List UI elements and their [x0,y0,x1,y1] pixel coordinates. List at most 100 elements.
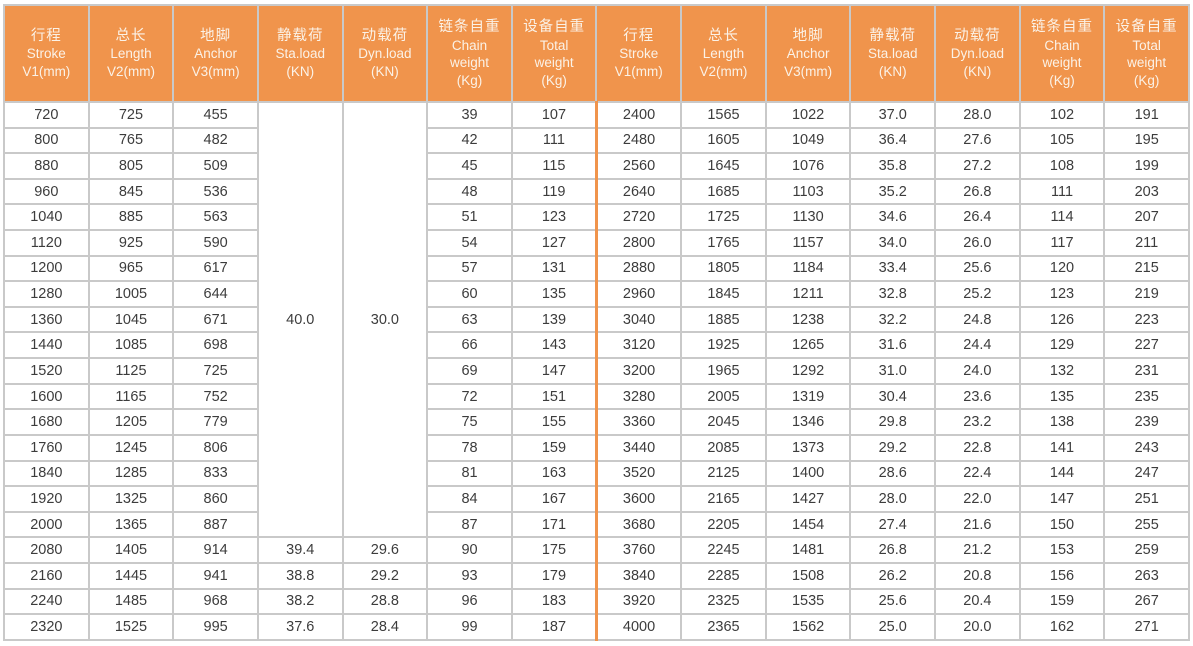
cell: 1440 [3,331,90,360]
table-row: 1360 1045 671 63 139 3040 1885 1238 32.2 24.8 126 2… [3,305,1190,334]
cell: 32.8 [849,280,937,308]
header-line: (KN) [878,63,907,79]
table-row: 2160 1445 941 38.8 29.2 93 179 3840 2285 1508 26.2… [3,561,1190,590]
cell: 93 [426,561,513,590]
cell: 3600 [594,485,683,513]
cell: 117 [1018,229,1106,257]
cell: 1184 [764,254,852,283]
cell: 34.6 [849,203,937,232]
cell: 2125 [680,459,767,488]
cell: 25.6 [849,587,937,616]
header-line: 动载荷 [954,27,1001,44]
cell: 26.2 [849,561,937,590]
col-header-chain-weight-left: 链条自重 Chain weight (Kg) [426,4,513,103]
cell: 2285 [680,561,767,590]
cell: 35.2 [849,177,937,206]
cell: 536 [172,177,259,206]
cell: 1049 [764,126,852,155]
cell: 39 [426,101,513,129]
cell: 2000 [3,510,90,539]
cell: 144 [1018,459,1106,488]
header-line: Dyn.load [358,46,412,62]
cell: 1245 [87,433,175,462]
cell: 26.8 [849,536,937,564]
cell: 135 [1018,382,1106,411]
cell: 1238 [764,305,852,334]
header-line: 设备自重 [1115,18,1178,35]
header-line: Length [110,46,152,62]
cell: 243 [1103,433,1190,462]
header-line: 地脚 [792,27,824,44]
cell: 1525 [87,613,175,641]
cell: 1157 [764,229,852,257]
cell: 111 [1018,177,1106,206]
cell: 29.2 [849,433,937,462]
cell: 455 [172,101,259,129]
cell: 3200 [594,357,683,385]
cell: 139 [510,305,598,334]
cell: 223 [1103,305,1190,334]
cell: 1022 [764,101,852,129]
col-header-total-weight-left: 设备自重 Total weight (Kg) [510,4,598,103]
specification-table: 行程 Stroke V1(mm) 总长 Length V2(mm) 地脚 Anchor V3(m… [3,4,1190,641]
cell: 20.8 [934,561,1021,590]
merged-sta-load-cell: 40.0 [256,100,344,539]
col-header-stroke-left: 行程 Stroke V1(mm) [3,4,90,103]
cell: 23.2 [934,408,1021,436]
cell: 96 [426,587,513,616]
cell: 27.4 [849,510,937,539]
cell: 21.6 [934,510,1021,539]
cell: 191 [1103,101,1190,129]
cell: 2205 [680,510,767,539]
cell: 1319 [764,382,852,411]
cell: 2365 [680,613,767,641]
cell: 1427 [764,485,852,513]
cell: 259 [1103,536,1190,564]
cell: 45 [426,152,513,180]
cell: 57 [426,254,513,283]
cell: 23.6 [934,382,1021,411]
cell: 3280 [594,382,683,411]
cell: 3680 [594,510,683,539]
cell: 698 [172,331,259,360]
cell: 27.2 [934,152,1021,180]
cell: 800 [3,126,90,155]
cell: 78 [426,433,513,462]
cell: 127 [510,229,598,257]
header-line: Chain [1044,37,1080,53]
cell: 3120 [594,331,683,360]
cell: 31.6 [849,331,937,360]
cell: 1481 [764,536,852,564]
table-row: 1280 1005 644 60 135 2960 1845 1211 32.8 25.2 123 2… [3,280,1190,308]
cell: 1535 [764,587,852,616]
col-header-sta-load-left: 静载荷 Sta.load (KN) [256,4,344,103]
cell: 147 [1018,485,1106,513]
cell: 155 [510,408,598,436]
cell: 37.6 [256,613,344,641]
cell: 63 [426,305,513,334]
cell: 162 [1018,613,1106,641]
table-row: 2320 1525 995 37.6 28.4 99 187 4000 2365 1562 25.0… [3,613,1190,641]
header-line: 总长 [115,27,147,44]
cell: 887 [172,510,259,539]
cell: 2400 [594,101,683,129]
cell: 1200 [3,254,90,283]
cell: 3760 [594,536,683,564]
table-row: 960 845 536 48 119 2640 1685 1103 35.2 26.8 111 203 [3,177,1190,206]
cell: 123 [510,203,598,232]
cell: 25.0 [849,613,937,641]
cell: 138 [1018,408,1106,436]
col-header-anchor-right: 地脚 Anchor V3(mm) [764,4,852,103]
cell: 26.4 [934,203,1021,232]
cell: 24.0 [934,357,1021,385]
cell: 2045 [680,408,767,436]
cell: 1265 [764,331,852,360]
cell: 84 [426,485,513,513]
cell: 1400 [764,459,852,488]
col-header-sta-load-right: 静载荷 Sta.load (KN) [849,4,937,103]
cell: 1365 [87,510,175,539]
cell: 1285 [87,459,175,488]
cell: 195 [1103,126,1190,155]
header-line: Sta.load [867,46,918,62]
table-row: 720 725 455 40.0 30.0 39 107 2400 1565 1022 37.0 28… [3,100,1190,539]
